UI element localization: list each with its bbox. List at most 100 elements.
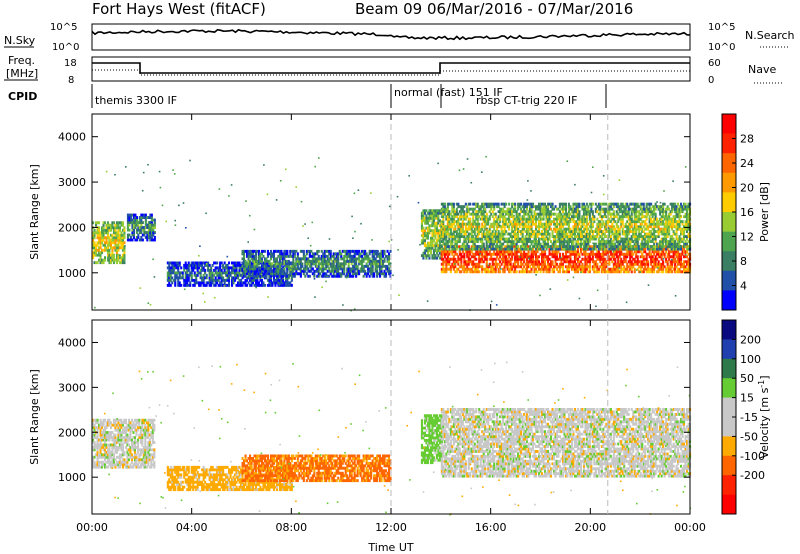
echo-cell [446,202,449,206]
echo-cell [281,283,284,287]
echo-cell [347,249,350,253]
echo-cell [171,281,174,285]
echo-cell [265,276,268,280]
echo-cell [454,240,457,243]
echo-cell [278,278,281,282]
echo-cell [445,235,448,238]
echo-cell [603,215,606,219]
echo-cell [108,256,111,260]
echo-cell [347,267,350,271]
echo-cell [575,227,578,231]
echo-cell [547,220,550,224]
echo-cell [484,237,487,241]
echo-cell [623,252,626,256]
echo-cell [572,250,575,254]
echo-cell [672,252,675,256]
echo-cell [373,262,376,266]
echo-cell [454,220,457,224]
echo-cell [292,249,295,253]
echo-cell [448,210,451,214]
echo-cell [175,261,178,265]
echo-cell [320,264,323,268]
echo-cell [567,240,570,243]
echo-cell [118,256,121,260]
echo-cell [464,245,467,248]
echo-cell [332,264,335,268]
echo-cell [299,272,302,276]
echo-cell [337,252,340,256]
echo-cell [544,237,547,241]
echo-cell [446,215,449,219]
nave-tick-top: 60 [708,58,721,69]
echo-cell [572,260,575,264]
echo-cell [265,261,268,265]
echo-cell [526,245,529,249]
echo-cell [541,212,544,216]
echo-cell [243,274,246,278]
echo-cell [533,242,536,246]
echo-cell [567,215,570,219]
echo-cell [497,210,500,214]
echo-cell [491,210,494,214]
echo-cell [650,260,653,264]
echo-cell [121,238,124,242]
echo-cell [593,265,596,269]
echo-cell [478,222,481,226]
echo-cell [490,252,493,256]
echo-cell [229,273,232,277]
echo-cell [481,247,484,251]
echo-cell [472,220,475,224]
echo-cell [266,249,269,253]
echo-cell [325,262,328,266]
echo-cell [382,252,385,256]
echo-cell [635,252,638,256]
echo-cell [527,222,530,226]
echo-cell [310,259,313,263]
echo-cell [464,230,467,233]
echo-cell [166,278,169,282]
echo-cell [458,265,461,269]
echo-cell [636,267,639,271]
echo-cell [596,265,599,269]
echo-cell [475,267,478,271]
echo-cell [143,231,146,234]
echo-cell [602,220,605,224]
echo-cell [328,274,331,278]
echo-cell [429,251,432,255]
echo-cell [548,250,551,254]
echo-cell [566,247,569,251]
echo-cell [511,257,514,261]
echo-cell [272,267,275,271]
echo-cell [281,254,284,258]
echo-cell [118,236,121,240]
echo-cell [590,245,593,249]
echo-cell [445,237,448,241]
echo-cell [250,252,253,256]
echo-cell [220,281,223,285]
echo-cell [445,207,448,211]
echo-cell [581,235,584,238]
echo-cell [590,250,593,254]
echo-cell [570,245,573,248]
echo-cell [503,225,506,229]
echo-cell [593,267,596,271]
echo-cell [548,225,551,229]
echo-cell [388,262,391,266]
echo-cell [674,250,677,254]
echo-cell [111,223,114,227]
echo-cell [426,254,429,258]
echo-cell [590,257,593,261]
echo-cell [420,226,423,230]
echo-cell [247,249,250,253]
echo-cell [178,283,181,287]
echo-cell [290,262,293,266]
echo-cell [575,230,578,233]
echo-cell [322,259,325,263]
echo-cell [609,237,612,241]
echo-cell [603,242,606,246]
echo-cell [523,257,526,261]
echo-cell [438,246,441,250]
echo-cell [241,276,244,280]
echo-cell [446,230,449,233]
freq-unit-label: [MHz] [6,67,38,80]
